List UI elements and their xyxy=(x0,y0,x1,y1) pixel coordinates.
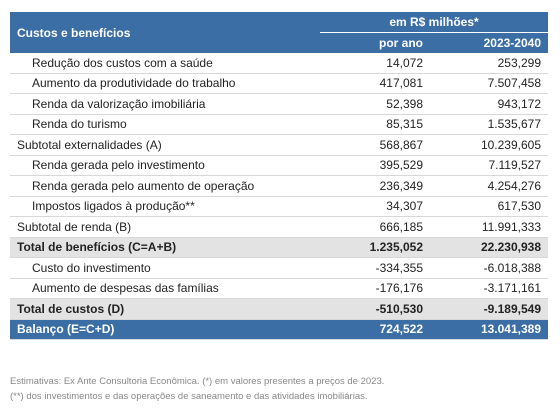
table-value: 11.991,333 xyxy=(430,216,548,238)
col-header: por ano xyxy=(320,32,430,53)
row-label: Aumento da produtividade do trabalho xyxy=(10,73,320,94)
table-value: 1.535,677 xyxy=(430,114,548,135)
table-value: -3.171,161 xyxy=(430,278,548,299)
table-value: -510,530 xyxy=(320,298,430,320)
table-value: 568,867 xyxy=(320,134,430,156)
table-value: 52,398 xyxy=(320,93,430,115)
table-row: Custo do investimento -334,355 -6.018,388 xyxy=(10,257,548,279)
row-label: Total de benefícios (C=A+B) xyxy=(10,236,320,258)
table-value: 253,299 xyxy=(430,53,548,74)
table-row: Renda do turismo 85,315 1.535,677 xyxy=(10,114,548,135)
row-label: Subtotal de renda (B) xyxy=(10,216,320,238)
table-value: 395,529 xyxy=(320,155,430,176)
table-row: Total de custos (D) -510,530 -9.189,549 xyxy=(10,298,548,320)
table-row: Renda gerada pelo aumento de operação 236… xyxy=(10,175,548,197)
table-row: Impostos ligados à produção** 34,307 617,5… xyxy=(10,196,548,217)
row-label: Balanço (E=C+D) xyxy=(10,319,320,340)
header-title: Custos e benefícios xyxy=(10,12,320,53)
table-value: 22.230,938 xyxy=(430,236,548,258)
table-row: Aumento de despesas das famílias -176,176… xyxy=(10,278,548,299)
table-row: Subtotal externalidades (A) 568,867 10.239… xyxy=(10,134,548,156)
table-value: 417,081 xyxy=(320,73,430,94)
table-value: 236,349 xyxy=(320,175,430,197)
row-label: Aumento de despesas das famílias xyxy=(10,278,320,299)
table-value: 10.239,605 xyxy=(430,134,548,156)
row-label: Redução dos custos com a saúde xyxy=(10,53,320,74)
table-value: -9.189,549 xyxy=(430,298,548,320)
table-value: 943,172 xyxy=(430,93,548,115)
table-value: -176,176 xyxy=(320,278,430,299)
footnote: (**) dos investimentos e das operações d… xyxy=(10,391,368,402)
table-value: 7.119,527 xyxy=(430,155,548,176)
table-row: Aumento da produtividade do trabalho 417,… xyxy=(10,73,548,94)
table-row: Renda da valorização imobiliária 52,398 94… xyxy=(10,93,548,115)
row-label: Renda gerada pelo investimento xyxy=(10,155,320,176)
table-value: 34,307 xyxy=(320,196,430,217)
col-header: 2023-2040 xyxy=(430,32,548,53)
table-value: 7.507,458 xyxy=(430,73,548,94)
table: Custos e benefícios em R$ milhões* por a… xyxy=(10,12,548,340)
row-label: Renda da valorização imobiliária xyxy=(10,93,320,115)
table-value: 724,522 xyxy=(320,319,430,340)
table-value: 666,185 xyxy=(320,216,430,238)
table-value: 1.235,052 xyxy=(320,236,430,258)
row-label: Custo do investimento xyxy=(10,257,320,279)
table-value: -6.018,388 xyxy=(430,257,548,279)
table-row: Subtotal de renda (B) 666,185 11.991,333 xyxy=(10,216,548,238)
table-row: Renda gerada pelo investimento 395,529 7.1… xyxy=(10,155,548,176)
table-value: 13.041,389 xyxy=(430,319,548,340)
table-value: 617,530 xyxy=(430,196,548,217)
header-unit: em R$ milhões* xyxy=(320,12,548,33)
footnote: Estimativas: Ex Ante Consultoria Econômi… xyxy=(10,376,385,387)
table-value: 85,315 xyxy=(320,114,430,135)
table-row: Balanço (E=C+D) 724,522 13.041,389 xyxy=(10,319,548,340)
row-label: Subtotal externalidades (A) xyxy=(10,134,320,156)
row-label: Renda gerada pelo aumento de operação xyxy=(10,175,320,197)
table-value: 14,072 xyxy=(320,53,430,74)
table-value: 4.254,276 xyxy=(430,175,548,197)
table-row: Total de benefícios (C=A+B) 1.235,052 22.2… xyxy=(10,236,548,258)
table-row: Redução dos custos com a saúde 14,072 253,… xyxy=(10,53,548,74)
row-label: Impostos ligados à produção** xyxy=(10,196,320,217)
table-value: -334,355 xyxy=(320,257,430,279)
row-label: Total de custos (D) xyxy=(10,298,320,320)
row-label: Renda do turismo xyxy=(10,114,320,135)
table-body: Redução dos custos com a saúde 14,072 253,… xyxy=(10,53,548,340)
